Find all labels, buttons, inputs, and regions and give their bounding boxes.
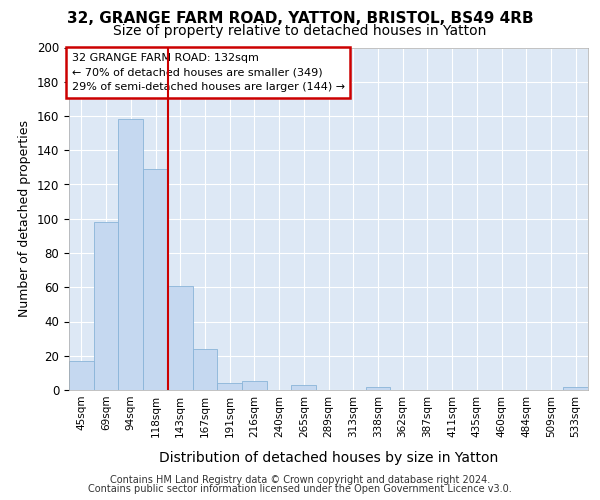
Bar	[118, 120, 143, 390]
Bar	[365, 386, 390, 390]
X-axis label: Distribution of detached houses by size in Yatton: Distribution of detached houses by size …	[159, 451, 498, 465]
Y-axis label: Number of detached properties: Number of detached properties	[19, 120, 31, 318]
Bar	[143, 169, 168, 390]
Bar	[168, 286, 193, 390]
Bar	[69, 361, 94, 390]
Bar	[242, 382, 267, 390]
Text: Size of property relative to detached houses in Yatton: Size of property relative to detached ho…	[113, 24, 487, 38]
Bar	[292, 385, 316, 390]
Bar	[563, 386, 588, 390]
Text: 32 GRANGE FARM ROAD: 132sqm
← 70% of detached houses are smaller (349)
29% of se: 32 GRANGE FARM ROAD: 132sqm ← 70% of det…	[71, 52, 345, 92]
Bar	[193, 349, 217, 390]
Text: Contains public sector information licensed under the Open Government Licence v3: Contains public sector information licen…	[88, 484, 512, 494]
Text: 32, GRANGE FARM ROAD, YATTON, BRISTOL, BS49 4RB: 32, GRANGE FARM ROAD, YATTON, BRISTOL, B…	[67, 11, 533, 26]
Bar	[217, 383, 242, 390]
Bar	[94, 222, 118, 390]
Text: Contains HM Land Registry data © Crown copyright and database right 2024.: Contains HM Land Registry data © Crown c…	[110, 475, 490, 485]
